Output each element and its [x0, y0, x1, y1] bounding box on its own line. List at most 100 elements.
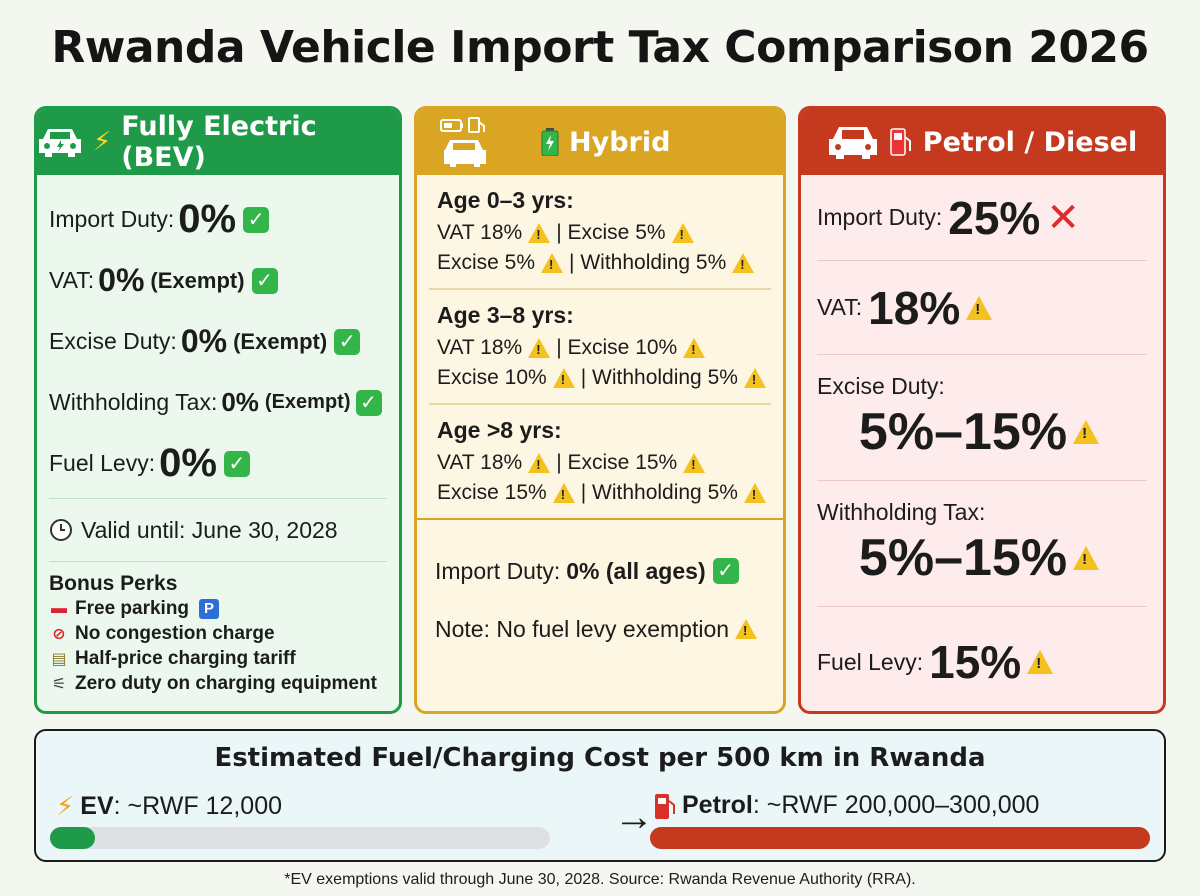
bev-excise-row: Excise Duty: 0% (Exempt) ✓ [49, 311, 387, 372]
row-note: (Exempt) [233, 328, 328, 354]
row-value: 18% [868, 281, 961, 334]
row-label: VAT: [49, 267, 95, 293]
row-label: VAT: [817, 294, 863, 320]
cost-title: Estimated Fuel/Charging Cost per 500 km … [214, 743, 986, 773]
petrol-card: Petrol / Diesel Import Duty: 25% ✕ VAT: 18%… [798, 106, 1166, 714]
prohibited-icon: ⊘ [52, 625, 66, 643]
hybrid-summary: Import Duty: 0% (all ages) ✓ Note: No fu… [417, 518, 783, 658]
check-icon: ✓ [223, 450, 250, 477]
age-label: Age >8 yrs: [437, 417, 562, 443]
row-note: (Exempt) [150, 267, 245, 293]
valid-until-text: Valid until: June 30, 2028 [81, 516, 338, 543]
check-icon: ✓ [251, 267, 278, 294]
lightning-icon: ⚡ [93, 127, 112, 157]
fuel-pump-icon [654, 792, 676, 820]
perk-item: ▤ Half-price charging tariff [49, 646, 387, 671]
ev-cost-label: ⚡ EV: ~RWF 12,000 [56, 791, 282, 822]
rate-text: | Withholding 5% [580, 481, 738, 504]
ev-value: : ~RWF 12,000 [113, 792, 282, 820]
lightning-icon: ⚡ [56, 791, 75, 821]
row-label: Fuel Levy: [817, 648, 924, 675]
warning-icon [743, 483, 766, 503]
warning-icon [735, 619, 758, 639]
battery-icon [541, 128, 559, 156]
rate-text: | Excise 5% [556, 221, 666, 244]
row-label: Withholding Tax: [817, 499, 986, 525]
car-icon [827, 123, 879, 161]
warning-icon [552, 368, 575, 388]
perk-item: ▬ Free parking P [49, 596, 387, 621]
row-value: 0% [159, 441, 217, 485]
money-icon: ▤ [51, 650, 67, 668]
rate-text: VAT 18% [437, 451, 523, 474]
hybrid-age-group: Age 3–8 yrs: VAT 18% | Excise 10% Excise … [429, 290, 771, 405]
bev-vat-row: VAT: 0% (Exempt) ✓ [49, 250, 387, 311]
row-value: 0% [98, 262, 145, 298]
perks-title: Bonus Perks [49, 572, 178, 595]
check-icon: ✓ [712, 558, 739, 584]
row-note: (Exempt) [264, 391, 351, 413]
fuel-pump-icon [889, 127, 913, 157]
perk-label: Zero duty on charging equipment [75, 672, 377, 694]
rate-text: Excise 5% [437, 251, 536, 274]
rate-text: | Excise 15% [556, 451, 678, 474]
rate-text: | Withholding 5% [580, 366, 738, 389]
warning-icon [1073, 420, 1100, 444]
petrol-cost-bar-fill [650, 827, 1150, 849]
warning-icon [966, 295, 993, 320]
check-icon: ✓ [243, 206, 270, 233]
row-label: Excise Duty: [817, 373, 945, 399]
perk-item: ⚟ Zero duty on charging equipment [49, 671, 387, 696]
ev-cost-bar-fill [50, 827, 95, 849]
bev-import-duty-row: Import Duty: 0% ✓ [49, 189, 387, 250]
petrol-cost-label: Petrol: ~RWF 200,000–300,000 [654, 791, 1039, 820]
valid-until: Valid until: June 30, 2028 [49, 503, 387, 557]
petrol-fuel-levy-row: Fuel Levy: 15% [817, 607, 1147, 711]
petrol-import-duty-row: Import Duty: 25% ✕ [817, 175, 1147, 261]
hybrid-age-group: Age 0–3 yrs: VAT 18% | Excise 5% Excise 5… [429, 175, 771, 290]
row-value: 25% [948, 191, 1041, 244]
row-label: Fuel Levy: [49, 450, 156, 476]
perk-label: Half-price charging tariff [75, 647, 296, 669]
warning-icon [552, 483, 575, 503]
hybrid-header-label: Hybrid [569, 126, 671, 158]
hybrid-header: Hybrid [417, 109, 783, 175]
row-value: 0% [180, 323, 228, 359]
car-icon [37, 125, 83, 159]
footnote: *EV exemptions valid through June 30, 20… [284, 871, 916, 888]
petrol-header: Petrol / Diesel [801, 109, 1163, 175]
rate-text: | Withholding 5% [569, 251, 727, 274]
ev-cost-bar [50, 827, 550, 849]
rate-text: Excise 15% [437, 481, 547, 504]
row-value: 5%–15% [858, 403, 1068, 461]
petrol-excise-row: Excise Duty: 5%–15% [817, 355, 1147, 481]
row-value: 15% [929, 636, 1022, 688]
rate-text: Excise 10% [437, 366, 547, 389]
petrol-label: Petrol [682, 791, 753, 819]
row-label: Import Duty: [435, 557, 561, 584]
warning-icon [1027, 650, 1054, 674]
warning-icon [743, 368, 766, 388]
check-icon: ✓ [355, 389, 382, 416]
age-label: Age 0–3 yrs: [437, 187, 574, 213]
row-label: Withholding Tax: [49, 389, 218, 415]
row-value: 0% (all ages) [566, 557, 706, 584]
row-label: Import Duty: [817, 204, 943, 230]
cost-comparison-panel: Estimated Fuel/Charging Cost per 500 km … [34, 729, 1166, 862]
warning-icon [528, 223, 551, 243]
bev-withholding-row: Withholding Tax: 0% (Exempt) ✓ [49, 372, 387, 433]
petrol-vat-row: VAT: 18% [817, 261, 1147, 355]
car-icon: ▬ [51, 599, 67, 617]
row-value: 0% [221, 387, 259, 417]
petrol-withholding-row: Withholding Tax: 5%–15% [817, 481, 1147, 607]
bev-fuel-levy-row: Fuel Levy: 0% ✓ [49, 433, 387, 494]
warning-icon [683, 453, 706, 473]
bev-header: ⚡ Fully Electric (BEV) [37, 109, 399, 175]
warning-icon [683, 338, 706, 358]
warning-icon [671, 223, 694, 243]
parking-icon: P [199, 598, 220, 619]
rate-text: VAT 18% [437, 336, 523, 359]
warning-icon [732, 253, 755, 273]
perk-item: ⊘ No congestion charge [49, 621, 387, 646]
check-icon: ✓ [334, 328, 361, 355]
